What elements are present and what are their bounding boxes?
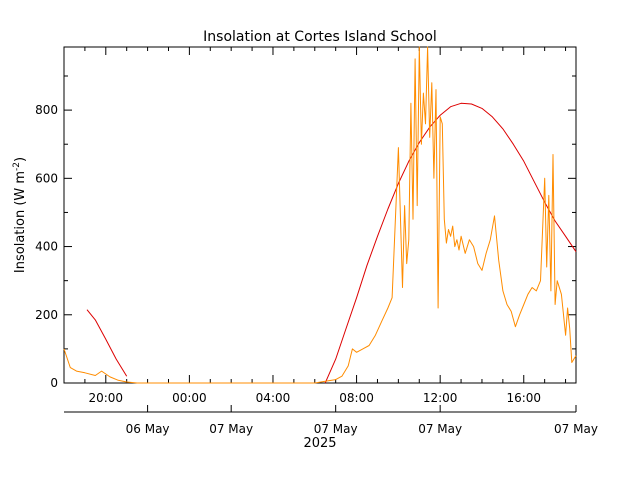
- y-axis-ticks: 0 200 400 600 800: [35, 75, 576, 390]
- x-tick-label-5: 16:00: [506, 391, 541, 405]
- date-tick-label-4: 07 May: [554, 422, 598, 436]
- x-tick-label-1: 00:00: [172, 391, 207, 405]
- x-tick-label-4: 12:00: [423, 391, 458, 405]
- date-tick-label-1: 07 May: [209, 422, 253, 436]
- y-axis-label-close: ): [13, 157, 28, 162]
- series-line-measured: [63, 46, 577, 384]
- y-axis-label: Insolation (W m-2): [12, 157, 28, 273]
- x-axis-year-label: 2025: [303, 436, 336, 451]
- y-tick-label-3: 600: [35, 171, 58, 185]
- y-tick-label-2: 400: [35, 240, 58, 254]
- y-axis-label-main: Insolation (W m: [13, 171, 28, 273]
- x-tick-label-3: 08:00: [339, 391, 374, 405]
- x-tick-label-0: 20:00: [88, 391, 123, 405]
- y-axis-label-superscript: -2: [12, 162, 22, 171]
- date-tick-label-0: 06 May: [126, 422, 170, 436]
- y-tick-label-4: 800: [35, 103, 58, 117]
- y-tick-label-0: 0: [50, 376, 58, 390]
- date-tick-label-3: 07 May: [418, 422, 462, 436]
- x-axis-date-ticks: 06 May 07 May 07 May 07 May 07 May: [126, 405, 598, 436]
- series-line-clear-sky: [86, 102, 577, 384]
- plot-frame: [63, 46, 577, 384]
- date-tick-label-2: 07 May: [314, 422, 358, 436]
- x-tick-label-2: 04:00: [256, 391, 291, 405]
- series-group: [63, 46, 577, 384]
- y-tick-label-1: 200: [35, 308, 58, 322]
- chart-title: Insolation at Cortes Island School: [203, 29, 437, 45]
- x-axis-time-ticks: 20:00 00:00 04:00 08:00 12:00 16:00: [84, 47, 567, 405]
